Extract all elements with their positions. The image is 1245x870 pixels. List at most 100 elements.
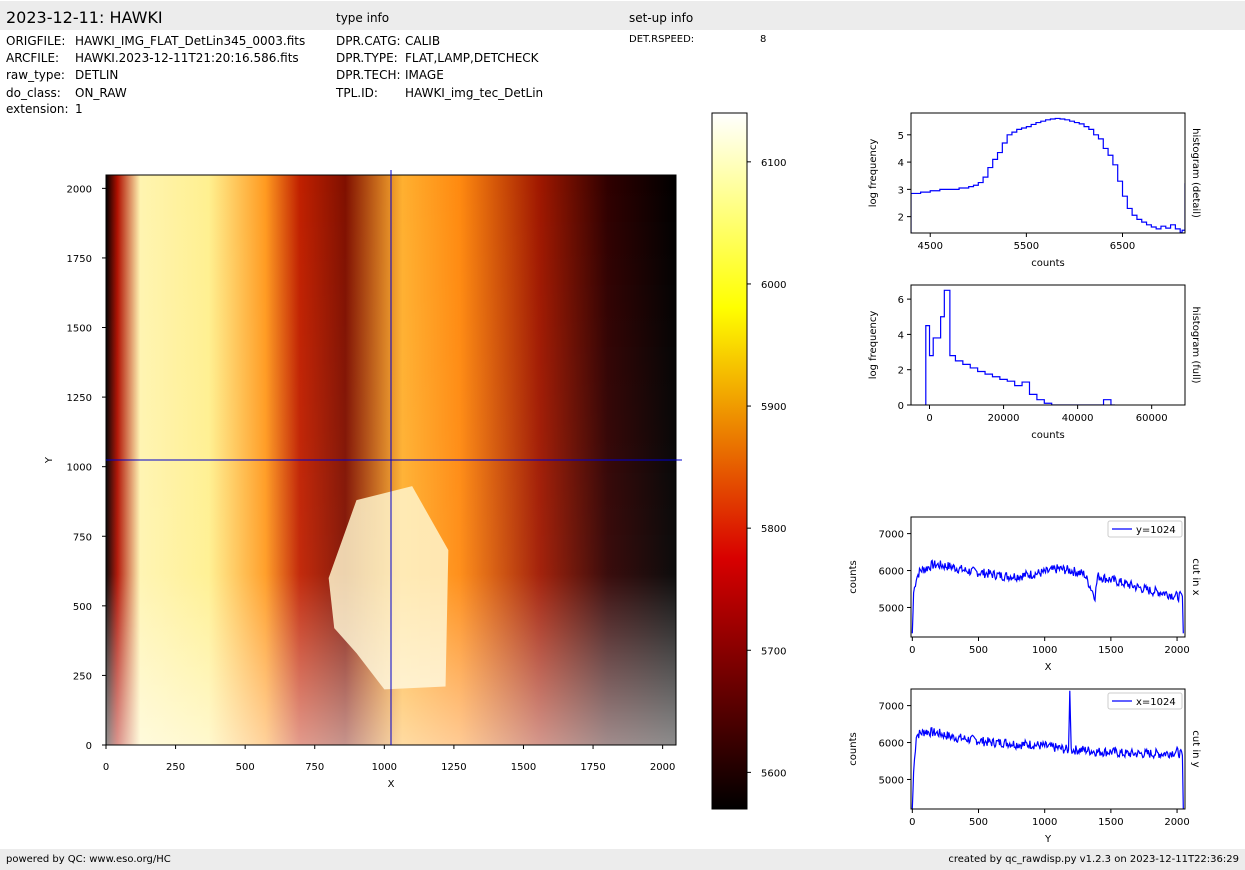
arcfile-value: HAWKI.2023-12-11T21:20:16.586.fits <box>75 51 299 65</box>
side-label: histogram (full) <box>1190 306 1201 383</box>
y-tick-label: 7000 <box>879 702 904 713</box>
y-tick-label: 3 <box>898 185 904 196</box>
colorbar-tick-label: 6100 <box>761 158 786 169</box>
x-tick-label: 20000 <box>988 413 1020 424</box>
y-tick-label: 4 <box>898 158 904 169</box>
colorbar-tick-label: 5900 <box>761 402 786 413</box>
series-line <box>925 289 1115 405</box>
x-tick-label: 5500 <box>1014 241 1039 252</box>
dpr-tech-value: IMAGE <box>405 68 444 82</box>
y-tick-label: 2 <box>898 366 904 377</box>
colorbar-tick-label: 5600 <box>761 768 786 779</box>
colorbar-tick-label: 5800 <box>761 524 786 535</box>
dpr-catg-key: DPR.CATG: <box>336 34 401 48</box>
x-tick-label: 0 <box>909 645 915 656</box>
setup-info-heading: set-up info <box>629 11 694 25</box>
axes-frame <box>910 516 1186 638</box>
arcfile-key: ARCFILE: <box>6 51 60 65</box>
x-tick-label: 1750 <box>580 762 605 773</box>
x-axis-label: X <box>1045 662 1052 673</box>
y-tick-label: 7000 <box>879 530 904 541</box>
y-axis-label: counts <box>848 560 859 593</box>
page-title: 2023-12-11: HAWKI <box>6 8 163 27</box>
y-tick-label: 5 <box>898 131 904 142</box>
image-plot: 0 250 500 750 1000 1250 1500 1750 2000 0 250 500 750… <box>44 170 682 790</box>
x-tick-label: 0 <box>103 762 109 773</box>
det-rspeed-key: DET.RSPEED: <box>629 34 695 45</box>
dpr-catg-value: CALIB <box>405 34 441 48</box>
header-band <box>0 1 1245 30</box>
axes-frame <box>910 112 1186 234</box>
x-axis-label: counts <box>1031 258 1064 269</box>
x-tick-label: 1000 <box>1032 645 1057 656</box>
x-tick-label: 6500 <box>1110 241 1135 252</box>
legend-box <box>1107 692 1183 710</box>
dpr-type-value: FLAT,LAMP,DETCHECK <box>405 51 539 65</box>
colorbar: 5600 5700 5800 5900 6000 6100 <box>711 112 786 810</box>
do-class-value: ON_RAW <box>75 86 127 100</box>
origfile-key: ORIGFILE: <box>6 34 66 48</box>
footer-left: powered by QC: www.eso.org/HC <box>6 854 171 865</box>
dpr-type-key: DPR.TYPE: <box>336 51 398 65</box>
y-tick-label: 5000 <box>879 775 904 786</box>
histogram-full-panel: 0 20000 40000 60000 0 2 4 6 counts log frequency h… <box>868 284 1201 441</box>
x-tick-label: 40000 <box>1062 413 1094 424</box>
y-tick-label: 1750 <box>67 254 92 265</box>
tpl-id-value: HAWKI_img_tec_DetLin <box>405 86 544 100</box>
footer-right: created by qc_rawdisp.py v1.2.3 on 2023-… <box>948 854 1239 865</box>
y-tick-label: 6 <box>898 295 904 306</box>
x-axis-label: X <box>388 779 395 790</box>
extension-value: 1 <box>75 102 83 116</box>
x-tick-label: 0 <box>909 817 915 828</box>
x-tick-label: 1250 <box>441 762 466 773</box>
raw-type-key: raw_type: <box>6 68 65 82</box>
y-tick-label: 6000 <box>879 567 904 578</box>
series-line <box>911 559 1184 634</box>
y-tick-label: 4 <box>898 330 904 341</box>
dpr-tech-key: DPR.TECH: <box>336 68 401 82</box>
do-class-key: do_class: <box>6 86 61 100</box>
x-tick-label: 2000 <box>1164 645 1189 656</box>
y-axis-label: log frequency <box>868 139 879 208</box>
det-rspeed-value: 8 <box>760 34 767 45</box>
y-tick-label: 500 <box>73 602 92 613</box>
x-tick-label: 2000 <box>650 762 675 773</box>
x-tick-label: 1500 <box>511 762 536 773</box>
x-tick-label: 2000 <box>1164 817 1189 828</box>
type-info-heading: type info <box>336 11 390 25</box>
x-axis-label: Y <box>1044 834 1052 845</box>
histogram-detail-panel: 4500 5500 6500 2 3 4 5 counts log frequency histo… <box>868 112 1201 269</box>
side-label: histogram (detail) <box>1190 128 1201 218</box>
side-label: cut in x <box>1190 558 1201 595</box>
colorbar-tick-label: 6000 <box>761 280 786 291</box>
y-axis-label: Y <box>44 456 55 464</box>
y-tick-label: 2000 <box>67 184 92 195</box>
y-axis-label: counts <box>848 732 859 765</box>
series-line <box>911 117 1185 233</box>
x-tick-label: 500 <box>969 817 988 828</box>
y-tick-label: 6000 <box>879 739 904 750</box>
x-tick-label: 1000 <box>372 762 397 773</box>
x-axis-label: counts <box>1031 430 1064 441</box>
y-tick-label: 1500 <box>67 324 92 335</box>
legend-label: x=1024 <box>1136 697 1176 708</box>
x-tick-label: 0 <box>926 413 932 424</box>
y-tick-label: 0 <box>898 401 904 412</box>
y-tick-label: 250 <box>73 671 92 682</box>
x-tick-label: 500 <box>236 762 255 773</box>
legend-label: y=1024 <box>1136 525 1176 536</box>
x-tick-label: 1500 <box>1098 817 1123 828</box>
series-line <box>911 690 1184 809</box>
y-tick-label: 0 <box>86 741 92 752</box>
x-tick-label: 500 <box>969 645 988 656</box>
x-tick-label: 750 <box>305 762 324 773</box>
colorbar-tick-label: 5700 <box>761 646 786 657</box>
legend-box <box>1107 520 1183 538</box>
side-label: cut in y <box>1190 730 1201 767</box>
footer-band <box>0 849 1245 870</box>
y-tick-label: 1000 <box>67 463 92 474</box>
x-tick-label: 4500 <box>918 241 943 252</box>
colorbar-gradient <box>711 112 748 810</box>
